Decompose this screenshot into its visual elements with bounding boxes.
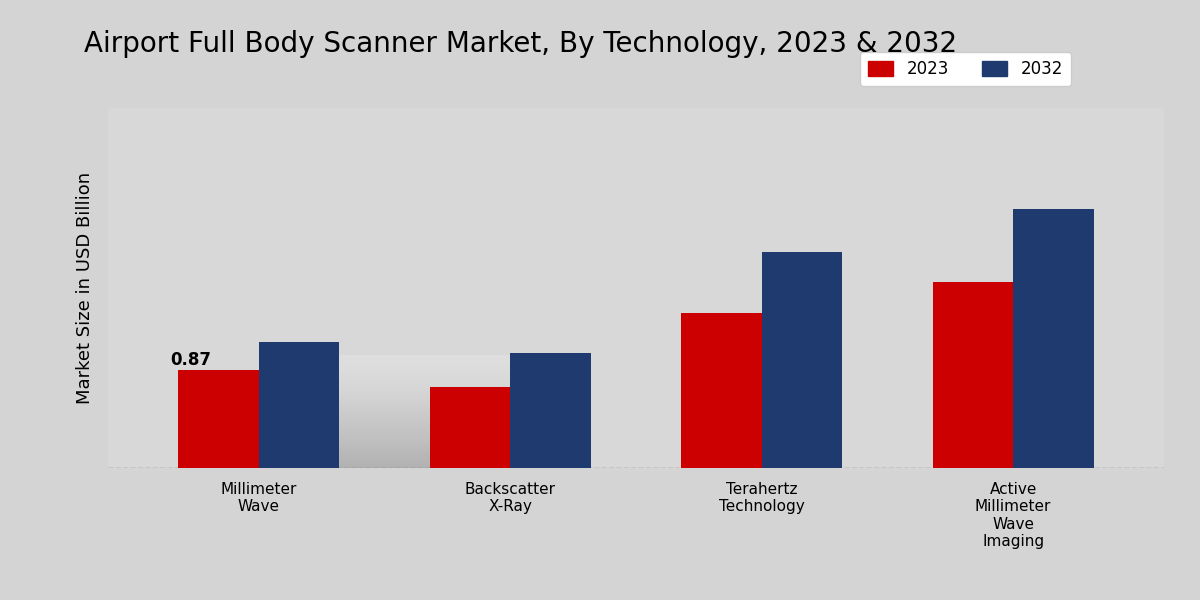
Bar	[762, 252, 842, 468]
Bar	[1013, 209, 1093, 468]
Bar	[259, 342, 340, 468]
Y-axis label: Market Size in USD Billion: Market Size in USD Billion	[76, 172, 94, 404]
Legend: 2023, 2032: 2023, 2032	[859, 52, 1072, 86]
Bar	[682, 313, 762, 468]
Bar	[430, 387, 510, 468]
Bar	[179, 370, 259, 468]
Bar	[510, 353, 590, 468]
Text: 0.87: 0.87	[170, 351, 211, 369]
Bar	[932, 283, 1013, 468]
Text: Airport Full Body Scanner Market, By Technology, 2023 & 2032: Airport Full Body Scanner Market, By Tec…	[84, 30, 958, 58]
